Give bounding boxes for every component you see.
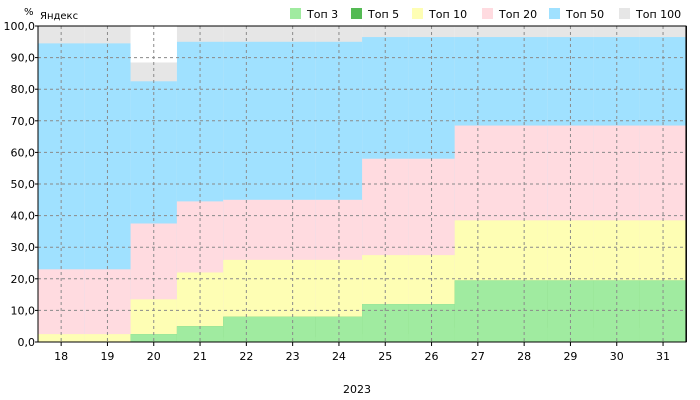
legend-item: Топ 100 (619, 8, 681, 21)
legend-item: Топ 50 (549, 8, 604, 21)
legend-swatch (412, 8, 423, 19)
band-топ-20-18 (38, 269, 85, 342)
y-unit-label: % (24, 7, 34, 18)
legend-item: Топ 20 (482, 8, 537, 21)
y-tick-label: 60,0 (11, 146, 36, 159)
x-tick-label: 29 (563, 350, 577, 363)
x-tick-label: 30 (610, 350, 624, 363)
y-tick-label: 70,0 (11, 115, 36, 128)
x-tick-label: 31 (656, 350, 670, 363)
y-tick-labels: 0,0 10,0 20,0 30,0 40,0 50,0 60,0 70,0 80,0 90,0 1… (4, 20, 36, 349)
x-tick-label: 24 (332, 350, 346, 363)
x-tick-label: 26 (425, 350, 439, 363)
y-tick-label: 100,0 (4, 20, 36, 33)
y-tick-label: 30,0 (11, 241, 36, 254)
x-tick-labels: 18 19 20 21 22 23 24 25 26 27 28 29 30 31 (54, 350, 670, 363)
legend-label: Топ 3 (306, 8, 338, 21)
chart-title: Яндекс (40, 11, 78, 22)
y-tick-label: 80,0 (11, 83, 36, 96)
band-топ-20-19 (84, 269, 131, 342)
y-tick-label: 20,0 (11, 273, 36, 286)
legend-swatch (619, 8, 630, 19)
legend-item: Топ 3 (290, 8, 338, 21)
legend-label: Топ 100 (635, 8, 681, 21)
x-tick-label: 25 (378, 350, 392, 363)
x-tick-label: 21 (193, 350, 207, 363)
y-tick-label: 40,0 (11, 210, 36, 223)
x-tick-label: 18 (54, 350, 68, 363)
x-tick-label: 23 (286, 350, 300, 363)
y-tick-label: 90,0 (11, 52, 36, 65)
legend-item: Топ 5 (351, 8, 399, 21)
legend-item: Топ 10 (412, 8, 467, 21)
legend-swatch (482, 8, 493, 19)
x-tick-label: 20 (147, 350, 161, 363)
legend-label: Топ 10 (428, 8, 467, 21)
legend-swatch (351, 8, 362, 19)
legend-label: Топ 5 (367, 8, 399, 21)
y-tick-label: 50,0 (11, 178, 36, 191)
x-tick-label: 28 (517, 350, 531, 363)
legend-swatch (549, 8, 560, 19)
legend-label: Топ 50 (565, 8, 604, 21)
legend-swatch (290, 8, 301, 19)
legend: Топ 3 Топ 5 Топ 10 Топ 20 Топ 50 Топ 100 (290, 8, 681, 21)
x-axis-label: 2023 (343, 383, 371, 396)
x-tick-label: 22 (239, 350, 253, 363)
axes (35, 25, 687, 346)
x-tick-label: 19 (100, 350, 114, 363)
legend-label: Топ 20 (498, 8, 537, 21)
y-tick-label: 10,0 (11, 304, 36, 317)
x-tick-label: 27 (471, 350, 485, 363)
y-tick-label: 0,0 (18, 336, 36, 349)
